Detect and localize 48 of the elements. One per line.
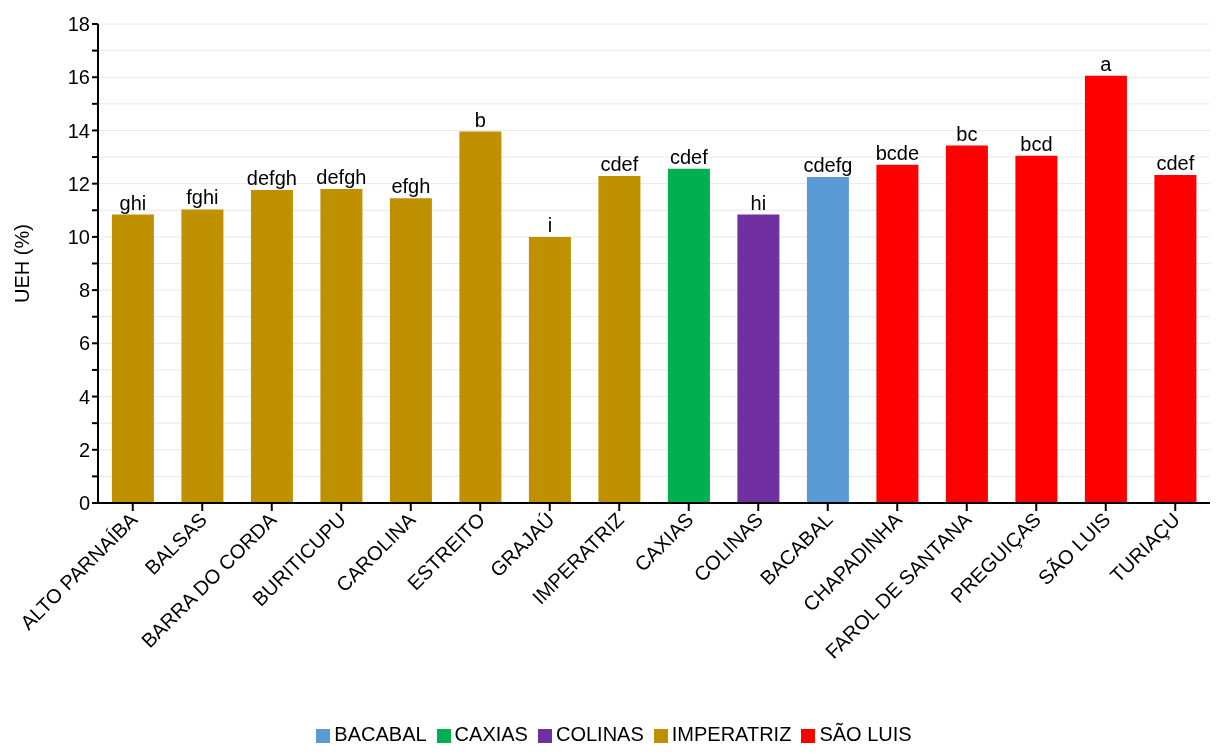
legend-label: CAXIAS [454, 723, 528, 745]
y-tick-label: 2 [78, 438, 90, 461]
data-label: defgh [246, 167, 297, 190]
legend-label: BACABAL [334, 723, 427, 745]
legend-label: IMPERATRIZ [671, 723, 792, 745]
bar [459, 131, 502, 503]
data-label: cdef [669, 145, 709, 168]
legend-label: COLINAS [555, 723, 644, 745]
bar [737, 214, 780, 503]
bar [667, 168, 710, 503]
y-tick-label: 0 [78, 492, 90, 515]
bar [389, 198, 432, 503]
bar [111, 214, 154, 503]
bar [876, 164, 919, 503]
data-label: cdefg [803, 154, 853, 177]
bar [181, 209, 224, 503]
y-tick-label: 4 [78, 385, 90, 408]
data-label: efgh [391, 175, 431, 198]
bar [1084, 75, 1127, 503]
data-label: bc [956, 122, 978, 145]
bar [598, 175, 641, 503]
y-tick-label: 10 [67, 225, 90, 248]
legend-label: SÃO LUIS [819, 723, 912, 745]
bar [528, 236, 571, 503]
bar [250, 190, 293, 503]
bar [945, 145, 988, 503]
y-tick-label: 18 [67, 13, 90, 36]
data-label: bcd [1020, 132, 1053, 155]
y-tick-label: 8 [78, 279, 90, 302]
data-label: bcde [875, 141, 920, 164]
y-tick-label: 16 [67, 66, 90, 89]
y-tick-label: 12 [67, 172, 90, 195]
data-label: i [547, 213, 553, 236]
data-label: fghi [186, 186, 219, 209]
bar [1154, 174, 1197, 503]
y-tick-label: 6 [78, 332, 90, 355]
y-axis-title: UEH (%) [11, 224, 34, 303]
data-label: ghi [119, 191, 147, 214]
bar [806, 177, 849, 503]
bar [320, 188, 363, 503]
data-label: defgh [316, 165, 367, 188]
data-label: cdef [1156, 151, 1195, 174]
y-tick-label: 14 [67, 119, 90, 142]
data-label: cdef [600, 152, 639, 175]
bar [1015, 155, 1058, 503]
data-label: b [474, 108, 486, 131]
data-label: hi [750, 191, 767, 214]
data-label: a [1100, 52, 1113, 75]
